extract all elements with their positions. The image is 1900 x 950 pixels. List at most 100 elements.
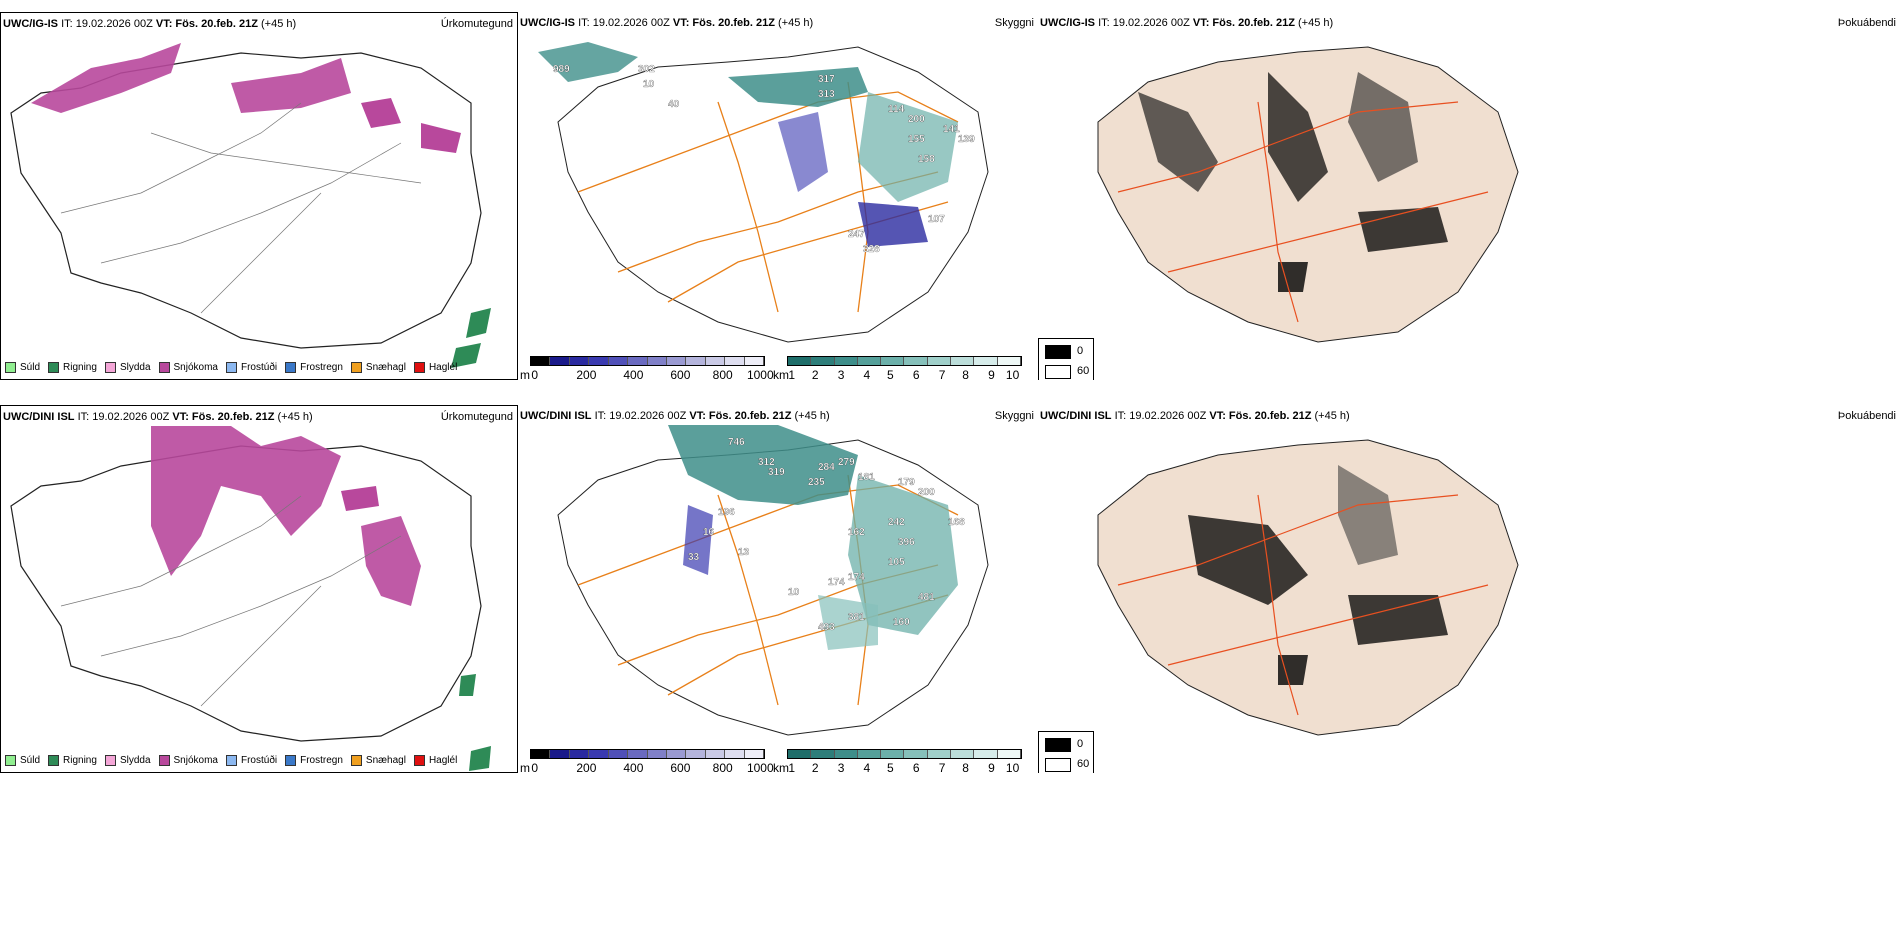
ceiling-value-label: 158	[918, 154, 935, 165]
cloud-legend-min-label: 0	[1077, 345, 1084, 357]
legend-swatch	[5, 362, 16, 373]
iceland-map-precip	[10, 43, 491, 368]
legend-swatch	[413, 755, 425, 766]
ceiling-value-label: 105	[888, 557, 905, 568]
ceiling-value-label: 179	[898, 477, 915, 488]
panel-title-cloud: Þokuábendi	[1837, 410, 1896, 422]
visibility-unit: km	[773, 368, 789, 380]
iceland-map-precip	[10, 426, 491, 771]
ceiling-value-label: 114	[888, 104, 905, 115]
ceiling-value-label: 319	[768, 467, 785, 478]
legend-item-rigning: Rigning	[48, 755, 97, 766]
legend-swatch	[225, 362, 237, 373]
cloud-legend-min-swatch	[1045, 345, 1071, 359]
legend-item-frostregn: Frostregn	[285, 362, 343, 373]
ceiling-colorbar-strip	[530, 356, 765, 366]
ceiling-value-label: 481	[918, 592, 935, 603]
legend-swatch	[104, 362, 116, 373]
ceiling-value-label: 141	[943, 124, 960, 135]
ceiling-value-label: 13	[738, 547, 750, 558]
ceiling-value-label: 242	[888, 517, 905, 528]
legend-swatch	[350, 362, 362, 373]
legend-swatch	[158, 755, 170, 766]
visibility-colorbar-strip	[787, 356, 1022, 366]
legend-item-snjokoma: Snjókoma	[158, 362, 218, 373]
legend-item-snaehagl: Snæhagl	[350, 362, 406, 373]
legend-item-snjokoma: Snjókoma	[158, 755, 218, 766]
precip-type-legend: Súld Rigning Slydda Snjókoma Frostúði Fr…	[5, 362, 457, 373]
ceiling-value-label: 235	[808, 477, 825, 488]
cloud-legend-min-swatch	[1045, 738, 1071, 752]
ceiling-unit: m	[520, 368, 530, 380]
legend-item-haglel: Haglél	[413, 755, 457, 766]
ceiling-value-label: 989	[553, 64, 570, 75]
ceiling-colorbar-strip	[530, 749, 765, 759]
cloud-legend-max-label: 60	[1077, 365, 1090, 377]
cloud-legend-max-label: 60	[1077, 758, 1090, 770]
ceiling-value-label: 312	[758, 457, 775, 468]
legend-swatch	[413, 362, 425, 373]
ceiling-colorbar: m 0 200 400 600 800 1000	[520, 749, 774, 773]
legend-swatch	[225, 755, 237, 766]
cloud-legend-max-swatch	[1045, 365, 1071, 379]
ceiling-value-label: 10	[788, 587, 800, 598]
cloud-legend-max-swatch	[1045, 758, 1071, 772]
ceiling-value-label: 200	[918, 487, 935, 498]
ceiling-value-label: 279	[838, 457, 855, 468]
ceiling-value-label: 168	[948, 517, 965, 528]
ceiling-value-label: 746	[728, 437, 745, 448]
iceland-map-cloud	[1097, 439, 1519, 736]
legend-item-haglel: Haglél	[413, 362, 457, 373]
ceiling-value-label: 139	[958, 134, 975, 145]
ceiling-value-label: 396	[898, 537, 915, 548]
panel-header: UWC/IG-IS IT: 19.02.2026 00Z VT: Fös. 20…	[3, 18, 297, 30]
legend-swatch	[285, 755, 297, 766]
ceiling-value-label: 328	[863, 244, 880, 255]
cloud-legend-min-label: 0	[1077, 738, 1084, 750]
legend-swatch	[285, 362, 297, 373]
legend-swatch	[104, 755, 116, 766]
cloud-index-map-igis: UWC/IG-IS IT: 19.02.2026 00Z VT: Fös. 20…	[1038, 12, 1900, 380]
ceiling-value-label: 247	[848, 229, 865, 240]
legend-swatch	[48, 755, 60, 766]
ceiling-colorbar: m 0 200 400 600 800 1000	[520, 356, 774, 380]
precip-type-map-dini: UWC/DINI ISL IT: 19.02.2026 00Z VT: Fös.…	[0, 405, 518, 773]
visibility-colorbar: km 1 2 3 4 5 6 7 8 9 10	[773, 356, 1038, 380]
legend-item-snaehagl: Snæhagl	[350, 755, 406, 766]
panel-title-precip: Úrkomutegund	[440, 18, 513, 30]
cloud-legend: 0 60	[1038, 338, 1094, 380]
ceiling-value-label: 155	[908, 134, 925, 145]
legend-item-frostudi: Frostúði	[225, 362, 277, 373]
ceiling-value-label: 302	[638, 64, 655, 75]
ceiling-value-label: 40	[668, 99, 680, 110]
legend-item-sudd: Súld	[5, 755, 40, 766]
ceiling-value-label: 200	[908, 114, 925, 125]
panel-header: UWC/DINI ISL IT: 19.02.2026 00Z VT: Fös.…	[3, 411, 313, 423]
ceiling-value-label: 107	[928, 214, 945, 225]
precip-type-legend: Súld Rigning Slydda Snjókoma Frostúði Fr…	[5, 755, 457, 766]
legend-item-rigning: Rigning	[48, 362, 97, 373]
ceiling-value-label: 33	[688, 552, 700, 563]
ceiling-value-label: 10	[643, 79, 655, 90]
ceiling-value-label: 381	[848, 612, 865, 623]
legend-item-sudd: Súld	[5, 362, 40, 373]
ceiling-value-label: 196	[718, 507, 735, 518]
panel-title-ceiling: Skyggni	[994, 17, 1034, 29]
ceiling-visibility-map-dini: 746 312 319 284 235 279 181 179 200 174 168 242 396 1…	[518, 405, 1038, 773]
ceiling-value-label: 160	[893, 617, 910, 628]
panel-title-cloud: Þokuábendi	[1837, 17, 1896, 29]
ceiling-visibility-map-igis: 989 302 313 317 114 200 155 158 141 139 247 328 107 4…	[518, 12, 1038, 380]
legend-swatch	[5, 755, 16, 766]
legend-item-slydda: Slydda	[104, 755, 151, 766]
ceiling-value-label: 313	[818, 89, 835, 100]
panel-title-ceiling: Skyggni	[994, 410, 1034, 422]
panel-header: UWC/DINI ISL IT: 19.02.2026 00Z VT: Fös.…	[520, 410, 830, 422]
visibility-colorbar-strip	[787, 749, 1022, 759]
legend-item-frostudi: Frostúði	[225, 755, 277, 766]
legend-swatch	[48, 362, 60, 373]
panel-header: UWC/DINI ISL IT: 19.02.2026 00Z VT: Fös.…	[1040, 410, 1350, 422]
visibility-unit: km	[773, 761, 789, 773]
ceiling-value-label: 174	[848, 572, 865, 583]
